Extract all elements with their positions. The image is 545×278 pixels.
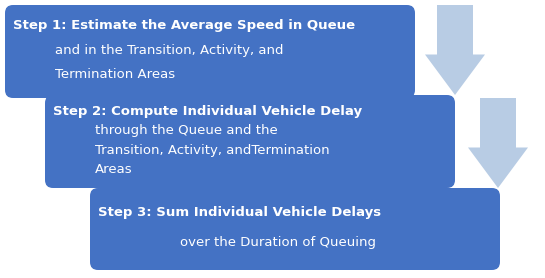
Text: Step 3: Sum Individual Vehicle Delays: Step 3: Sum Individual Vehicle Delays	[98, 206, 381, 219]
Text: Areas: Areas	[95, 163, 132, 176]
FancyBboxPatch shape	[45, 95, 455, 188]
Text: Step 2: Compute Individual Vehicle Delay: Step 2: Compute Individual Vehicle Delay	[53, 105, 362, 118]
Text: Step 1: Estimate the Average Speed in Queue: Step 1: Estimate the Average Speed in Qu…	[13, 19, 355, 32]
Text: over the Duration of Queuing: over the Duration of Queuing	[180, 236, 376, 249]
Text: and in the Transition, Activity, and: and in the Transition, Activity, and	[55, 44, 283, 57]
FancyBboxPatch shape	[5, 5, 415, 98]
Polygon shape	[468, 98, 528, 188]
Text: Transition, Activity, andTermination: Transition, Activity, andTermination	[95, 144, 330, 157]
FancyBboxPatch shape	[90, 188, 500, 270]
Text: through the Queue and the: through the Queue and the	[95, 124, 278, 137]
Text: Termination Areas: Termination Areas	[55, 68, 175, 81]
Polygon shape	[425, 5, 485, 95]
